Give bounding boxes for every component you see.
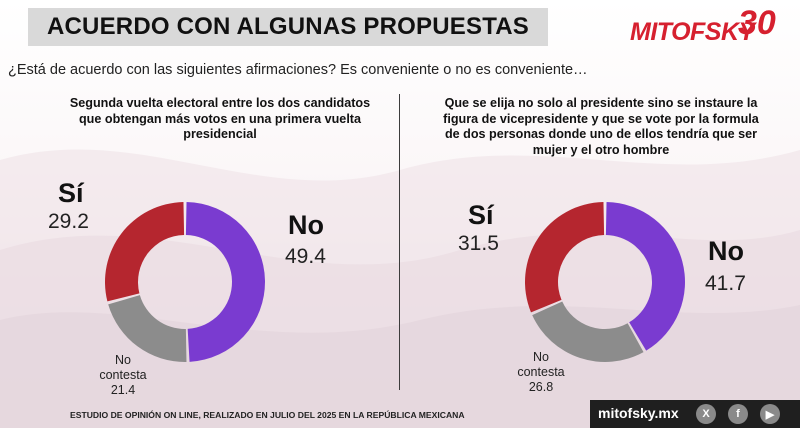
chart-1-no-label: No	[288, 210, 324, 240]
chart-2-si-value: 31.5	[458, 232, 499, 255]
chart-1-nc-line1: No	[115, 353, 131, 367]
chart-2-no-label: No	[708, 236, 744, 266]
title-bar: ACUERDO CON ALGUNAS PROPUESTAS	[28, 8, 548, 46]
chart-2-si-label: Sí	[468, 200, 494, 230]
panel-divider	[399, 94, 400, 390]
chart-1-slice-si	[105, 202, 185, 302]
chart-2-nc-line1: No	[533, 350, 549, 364]
chart-1-slice-no	[185, 202, 266, 362]
mitofsky-logo: MITOFSKY 30	[628, 4, 778, 52]
facebook-icon[interactable]: f	[728, 404, 748, 424]
logo-text: MITOFSKY	[630, 18, 755, 46]
chart-2-slice-si	[525, 202, 605, 313]
chart-2-donut	[525, 202, 685, 362]
x-icon[interactable]: X	[696, 404, 716, 424]
chart-2-slice-no	[605, 202, 685, 351]
logo-number: 30	[738, 4, 776, 42]
chart-2-title: Que se elija no solo al presidente sino …	[443, 96, 759, 157]
chart-2-nc-line2: contesta	[517, 365, 565, 379]
chart-2-nc-label: No contesta 26.8	[496, 350, 586, 395]
chart-1-nc-line2: contesta	[99, 368, 147, 382]
youtube-icon[interactable]: ▶	[760, 404, 780, 424]
chart-1-nc-value: 21.4	[110, 383, 136, 397]
chart-1-no-value: 49.4	[285, 245, 326, 268]
chart-1-si-label: Sí	[58, 178, 84, 208]
page-title: ACUERDO CON ALGUNAS PROPUESTAS	[46, 13, 530, 40]
chart-1-title: Segunda vuelta electoral entre los dos c…	[69, 96, 371, 141]
chart-1-slice-no-contesta	[108, 295, 187, 362]
chart-1-si-value: 29.2	[48, 210, 89, 233]
chart-2-slice-no-contesta	[532, 301, 644, 362]
chart-2-no-value: 41.7	[705, 272, 746, 295]
chart-1-donut	[105, 202, 266, 362]
chart-2-nc-value: 26.8	[528, 380, 554, 394]
survey-question: ¿Está de acuerdo con las siguientes afir…	[8, 62, 588, 78]
footer-url[interactable]: mitofsky.mx	[598, 405, 679, 421]
footer-note: ESTUDIO DE OPINIÓN ON LINE, REALIZADO EN…	[70, 410, 465, 420]
chart-1-nc-label: No contesta 21.4	[88, 353, 158, 398]
